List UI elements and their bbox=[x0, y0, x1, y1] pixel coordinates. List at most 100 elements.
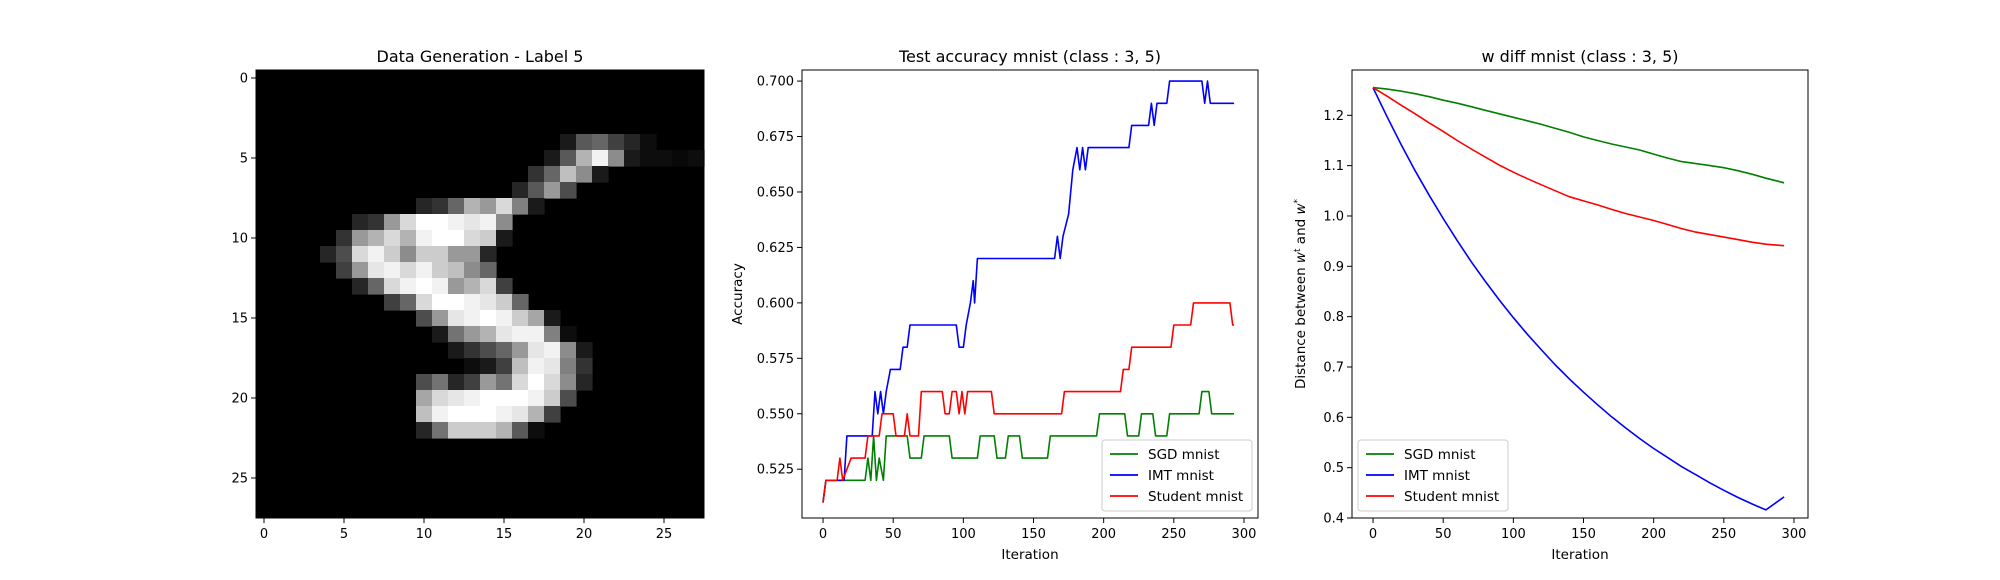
image-pixel bbox=[400, 246, 417, 263]
image-pixel bbox=[368, 278, 385, 295]
image-pixel bbox=[496, 326, 513, 343]
legend-frame bbox=[1101, 439, 1253, 512]
image-pixel bbox=[336, 246, 353, 263]
image-pixel bbox=[432, 374, 449, 391]
series-line-student-mnist bbox=[1372, 86, 1785, 247]
image-ytick-label: 20 bbox=[231, 392, 248, 407]
image-pixel bbox=[416, 374, 433, 391]
image-pixel bbox=[496, 230, 513, 247]
image-pixel bbox=[528, 374, 545, 391]
image-pixel bbox=[480, 246, 497, 263]
image-pixel bbox=[448, 214, 465, 231]
image-pixel bbox=[448, 294, 465, 311]
ytick-label: 0.600 bbox=[757, 296, 794, 311]
image-pixel bbox=[576, 374, 593, 391]
accuracy-title: Test accuracy mnist (class : 3, 5) bbox=[898, 47, 1161, 66]
wdiff-ticks: 0 50 100 150 200 250 300 0.4 0.5 0.6 0.7 0.8 0.9 1.0 1… bbox=[1323, 109, 1806, 542]
image-pixel bbox=[384, 278, 401, 295]
image-pixel bbox=[416, 278, 433, 295]
image-pixel bbox=[496, 406, 513, 423]
image-pixel bbox=[640, 150, 657, 167]
image-pixel bbox=[496, 342, 513, 359]
xtick-label: 50 bbox=[885, 527, 902, 542]
image-pixel bbox=[544, 390, 561, 407]
image-pixel bbox=[544, 182, 561, 199]
image-pixel bbox=[560, 134, 577, 151]
series-line-student-mnist bbox=[822, 302, 1235, 503]
image-pixel bbox=[496, 390, 513, 407]
image-pixel bbox=[432, 278, 449, 295]
legend-label: IMT mnist bbox=[1404, 468, 1470, 484]
image-pixel bbox=[528, 182, 545, 199]
image-pixel bbox=[480, 310, 497, 327]
image-pixel bbox=[544, 358, 561, 375]
image-pixel bbox=[544, 374, 561, 391]
image-pixel bbox=[624, 150, 641, 167]
image-pixel bbox=[400, 294, 417, 311]
image-xtick-label: 5 bbox=[340, 527, 348, 542]
ytick-label: 0.5 bbox=[1323, 461, 1344, 476]
xtick-label: 100 bbox=[1501, 527, 1526, 542]
image-pixel bbox=[432, 422, 449, 439]
image-pixel bbox=[528, 166, 545, 183]
image-pixel bbox=[528, 198, 545, 215]
ytick-label: 1.2 bbox=[1323, 109, 1344, 124]
image-pixel bbox=[672, 150, 689, 167]
ytick-label: 0.575 bbox=[757, 352, 794, 367]
image-pixel bbox=[544, 326, 561, 343]
image-pixel bbox=[352, 246, 369, 263]
image-xtick-label: 0 bbox=[260, 527, 268, 542]
image-pixel bbox=[512, 358, 529, 375]
image-pixel bbox=[448, 374, 465, 391]
image-pixel bbox=[480, 406, 497, 423]
image-ytick-label: 0 bbox=[240, 72, 248, 87]
image-pixel bbox=[464, 358, 481, 375]
ytick-label: 1.1 bbox=[1323, 159, 1344, 174]
image-pixel bbox=[560, 182, 577, 199]
image-pixel bbox=[416, 294, 433, 311]
image-pixel bbox=[336, 230, 353, 247]
image-pixel bbox=[400, 230, 417, 247]
image-pixel bbox=[512, 342, 529, 359]
image-pixel bbox=[512, 390, 529, 407]
image-xtick-label: 25 bbox=[656, 527, 673, 542]
image-pixel bbox=[608, 150, 625, 167]
image-pixel bbox=[576, 342, 593, 359]
image-pixel bbox=[512, 310, 529, 327]
image-pixel bbox=[464, 422, 481, 439]
image-pixel bbox=[560, 166, 577, 183]
image-ticks: 0 5 10 15 20 25 0 5 10 15 20 25 bbox=[231, 72, 672, 543]
ytick-label: 0.525 bbox=[757, 463, 794, 478]
xtick-label: 50 bbox=[1435, 527, 1452, 542]
image-pixel bbox=[448, 246, 465, 263]
ytick-label: 0.550 bbox=[757, 407, 794, 422]
image-pixel bbox=[432, 326, 449, 343]
image-pixel bbox=[592, 166, 609, 183]
image-pixel bbox=[544, 406, 561, 423]
image-pixel bbox=[384, 262, 401, 279]
image-pixel bbox=[448, 342, 465, 359]
image-pixel bbox=[448, 230, 465, 247]
image-pixel bbox=[496, 214, 513, 231]
image-pixel bbox=[512, 374, 529, 391]
image-pixel bbox=[480, 214, 497, 231]
image-pixel bbox=[464, 390, 481, 407]
image-pixel bbox=[416, 246, 433, 263]
image-pixel bbox=[416, 390, 433, 407]
series-line-sgd-mnist bbox=[822, 390, 1235, 503]
image-pixel bbox=[464, 230, 481, 247]
series-line-imt-mnist bbox=[822, 80, 1235, 503]
xtick-label: 300 bbox=[1782, 527, 1807, 542]
image-pixel bbox=[448, 326, 465, 343]
image-ytick-label: 25 bbox=[231, 472, 248, 487]
legend-label: SGD mnist bbox=[1404, 447, 1476, 463]
image-pixel bbox=[384, 246, 401, 263]
image-pixel bbox=[416, 198, 433, 215]
image-pixel bbox=[480, 198, 497, 215]
image-pixel bbox=[416, 406, 433, 423]
image-pixel bbox=[496, 422, 513, 439]
image-ytick-label: 5 bbox=[240, 152, 248, 167]
wdiff-title: w diff mnist (class : 3, 5) bbox=[1481, 47, 1678, 66]
image-pixel bbox=[496, 358, 513, 375]
image-pixel bbox=[464, 246, 481, 263]
